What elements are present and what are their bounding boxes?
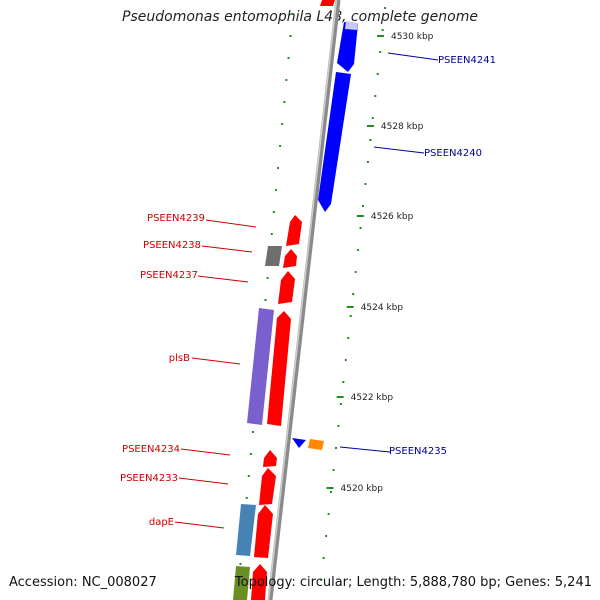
gene-steelblue-feature[interactable] bbox=[236, 504, 256, 556]
map-title: Pseudomonas entomophila L48, complete ge… bbox=[122, 9, 478, 25]
gene-labels-right: PSEEN4241 PSEEN4240 PSEEN4235 bbox=[389, 55, 496, 457]
ruler-tick-label: 4522 kbp bbox=[351, 393, 394, 403]
gene-label-PSEEN4235[interactable]: PSEEN4235 bbox=[389, 446, 447, 457]
gene-label-PSEEN4237[interactable]: PSEEN4237 bbox=[140, 270, 198, 281]
gene-dapE[interactable] bbox=[254, 505, 273, 558]
gene-PSEEN4233[interactable] bbox=[259, 468, 276, 505]
gene-PSEEN4235[interactable] bbox=[292, 438, 306, 448]
gene-label-plsB[interactable]: plsB bbox=[169, 353, 190, 364]
ruler-tick-label: 4524 kbp bbox=[361, 303, 404, 313]
gene-PSEEN4235-orange[interactable] bbox=[308, 439, 324, 450]
gene-PSEEN4237[interactable] bbox=[278, 271, 295, 304]
gene-label-dapE[interactable]: dapE bbox=[149, 517, 174, 528]
gene-PSEEN4234[interactable] bbox=[263, 450, 277, 467]
gene-olive-feature[interactable] bbox=[233, 566, 250, 600]
gene-purple-feature[interactable] bbox=[247, 308, 274, 425]
forward-features bbox=[251, 0, 335, 600]
outer-dotted-ring bbox=[320, 7, 387, 581]
gene-label-PSEEN4234[interactable]: PSEEN4234 bbox=[122, 444, 180, 455]
gene-PSEEN4241[interactable] bbox=[337, 22, 358, 72]
ruler-ticks: 4530 kbp 4528 kbp 4526 kbp 4524 kbp 4522 kbp… bbox=[326, 32, 434, 494]
ruler-tick-label: 4520 kbp bbox=[341, 484, 384, 494]
reverse-features bbox=[292, 21, 358, 450]
gene-gray-feature[interactable] bbox=[265, 246, 282, 266]
ruler-tick-label: 4530 kbp bbox=[391, 32, 434, 42]
gene-labels-left: PSEEN4239 PSEEN4238 PSEEN4237 plsB PSEEN… bbox=[120, 213, 205, 528]
gene-PSEEN4239[interactable] bbox=[286, 215, 302, 246]
gene-bottom-partial[interactable] bbox=[251, 564, 267, 600]
ruler-tick-label: 4528 kbp bbox=[381, 122, 424, 132]
label-connectors bbox=[174, 52, 439, 529]
gene-label-PSEEN4233[interactable]: PSEEN4233 bbox=[120, 473, 178, 484]
gene-top-partial[interactable] bbox=[320, 0, 335, 6]
gene-PSEEN4241-highlight bbox=[345, 21, 358, 30]
gene-plsB[interactable] bbox=[267, 311, 291, 426]
gene-label-PSEEN4238[interactable]: PSEEN4238 bbox=[143, 240, 201, 251]
topology-text: Topology: circular; Length: 5,888,780 bp… bbox=[234, 575, 592, 590]
accession-text: Accession: NC_008027 bbox=[9, 575, 157, 590]
ruler-tick-label: 4526 kbp bbox=[371, 212, 414, 222]
gene-label-PSEEN4241[interactable]: PSEEN4241 bbox=[438, 55, 496, 66]
other-features bbox=[233, 246, 282, 600]
gene-label-PSEEN4240[interactable]: PSEEN4240 bbox=[424, 148, 482, 159]
gene-PSEEN4238[interactable] bbox=[283, 249, 297, 268]
gene-label-PSEEN4239[interactable]: PSEEN4239 bbox=[147, 213, 205, 224]
gene-PSEEN4240[interactable] bbox=[318, 72, 351, 212]
genome-backbone bbox=[267, 0, 341, 600]
